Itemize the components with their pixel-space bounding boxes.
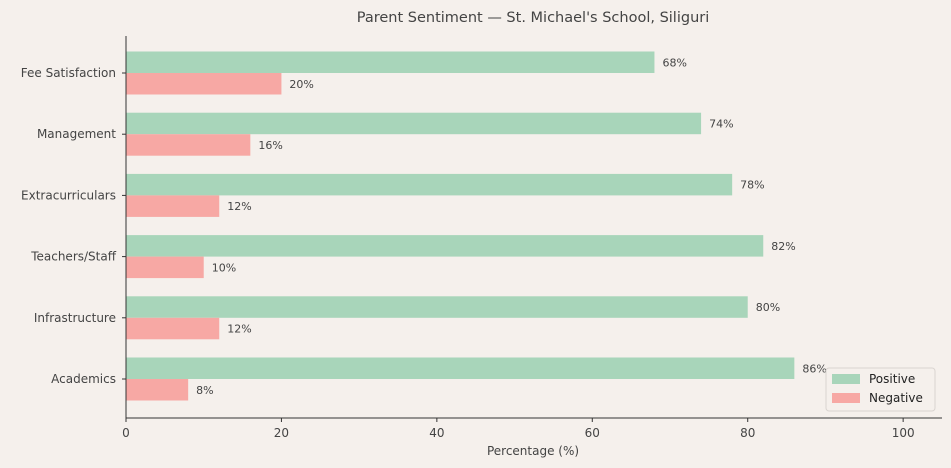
x-tick-label: 40 (429, 426, 444, 440)
y-tick-label-teachers-staff: Teachers/Staff (30, 250, 117, 264)
data-label-positive-teachers-staff: 82% (771, 240, 795, 253)
bar-positive-teachers-staff (126, 235, 764, 257)
data-label-positive-management: 74% (709, 117, 733, 130)
data-label-negative-management: 16% (258, 139, 282, 152)
bar-negative-academics (126, 379, 189, 401)
legend-label-positive: Positive (869, 372, 915, 386)
bar-negative-infrastructure (126, 317, 220, 340)
data-label-negative-infrastructure: 12% (227, 323, 251, 336)
data-label-negative-fee-satisfaction: 20% (289, 78, 313, 91)
legend-swatch-positive (832, 374, 860, 384)
x-tick-label: 60 (585, 426, 600, 440)
bar-negative-fee-satisfaction (126, 73, 282, 95)
data-label-positive-extracurriculars: 78% (740, 179, 764, 192)
legend: Positive Negative (825, 367, 936, 412)
y-tick-label-extracurriculars: Extracurriculars (21, 188, 116, 202)
bar-positive-fee-satisfaction (126, 51, 655, 73)
y-tick-label-management: Management (37, 127, 116, 141)
x-tick-label: 100 (892, 426, 915, 440)
bar-positive-infrastructure (126, 296, 748, 318)
chart-title: Parent Sentiment — St. Michael's School,… (357, 10, 710, 26)
bar-positive-extracurriculars (126, 173, 733, 196)
x-tick-label: 80 (740, 426, 755, 440)
legend-label-negative: Negative (869, 391, 923, 405)
bar-negative-extracurriculars (126, 195, 220, 217)
bar-positive-academics (126, 357, 795, 379)
axes (125, 36, 942, 419)
y-tick-label-fee-satisfaction: Fee Satisfaction (21, 66, 116, 80)
data-label-positive-academics: 86% (802, 362, 826, 375)
bar-negative-teachers-staff (126, 256, 204, 279)
data-label-positive-fee-satisfaction: 68% (662, 56, 686, 69)
bar-positive-management (126, 112, 702, 135)
x-tick-label: 0 (122, 426, 130, 440)
data-label-negative-academics: 8% (196, 384, 213, 397)
y-ticks: Academics Infrastructure Teachers/Staff Ext… (21, 66, 126, 386)
data-label-negative-extracurriculars: 12% (227, 200, 251, 213)
legend-swatch-negative (832, 393, 860, 403)
bar-negative-management (126, 134, 251, 156)
y-tick-label-infrastructure: Infrastructure (34, 311, 116, 325)
bars-layer (126, 51, 795, 401)
x-axis-label: Percentage (%) (487, 444, 579, 458)
data-labels-layer: 86% 8% 80% 12% 82% 10% 78% 12% 74% 16% 68% 20% (196, 56, 827, 397)
x-ticks: 0 20 40 60 80 100 (122, 418, 915, 440)
data-label-positive-infrastructure: 80% (756, 301, 780, 314)
y-tick-label-academics: Academics (51, 372, 116, 386)
data-label-negative-teachers-staff: 10% (212, 261, 236, 274)
x-tick-label: 20 (274, 426, 289, 440)
